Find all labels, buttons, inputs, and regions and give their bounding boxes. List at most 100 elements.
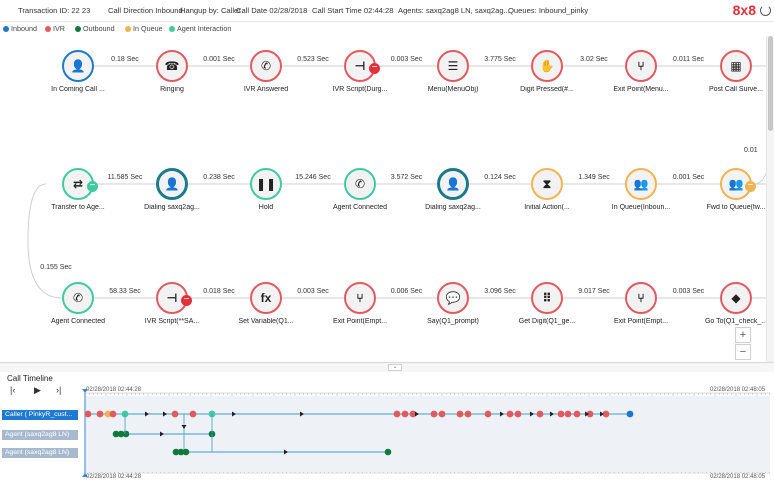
timeline-event-dot — [401, 410, 409, 418]
flow-node-label: Dialing saxq2ag... — [425, 204, 481, 211]
flow-node[interactable]: 👥 − — [720, 168, 756, 200]
flow-scroll-thumb[interactable] — [768, 36, 773, 131]
timeline-start-bottom: 02/28/2018 02:44:28 — [86, 474, 142, 480]
flow-node[interactable]: 👤 — [156, 168, 188, 200]
flow-edge-duration: 58.33 Sec — [109, 288, 141, 295]
flow-node-label: Exit Point(Empt... — [613, 318, 669, 325]
call-timeline[interactable]: 02/28/2018 02:44:28 02/28/2018 02:48:05 … — [0, 383, 774, 483]
flow-node[interactable]: ☎ — [156, 50, 188, 82]
flow-node[interactable]: 👥 — [625, 168, 657, 200]
flow-edge-duration: 0.238 Sec — [203, 174, 235, 181]
flow-node[interactable]: ❚❚ — [250, 168, 282, 200]
timeline-arrow — [284, 449, 288, 455]
collapse-chevron-icon[interactable]: ⌄ — [388, 364, 402, 371]
flow-edge-duration: 0.018 Sec — [203, 288, 235, 295]
timeline-first-button[interactable]: |‹ — [10, 385, 16, 395]
queues-list: Queues: Inbound_pinky — [508, 6, 589, 15]
flow-node[interactable]: ◆ — [720, 282, 752, 314]
hand-dial-icon: ✋ — [539, 59, 555, 73]
flow-node[interactable]: 💬 — [437, 282, 469, 314]
flow-node[interactable]: ⊣ − — [344, 50, 380, 82]
timeline-arrow — [585, 411, 589, 417]
call-start-time: Call Start Time 02:44:28 — [312, 6, 394, 15]
timeline-event-dot — [484, 410, 492, 418]
flow-node[interactable]: ✆ — [344, 168, 376, 200]
timeline-play-button[interactable]: ▶ — [34, 385, 41, 395]
timeline-event-dot — [96, 410, 104, 418]
timeline-arrow — [232, 411, 236, 417]
flow-connector — [27, 183, 63, 299]
collapse-node-icon[interactable]: − — [745, 181, 756, 192]
menu-icon: ☰ — [447, 59, 459, 73]
flow-node[interactable]: ⑂ — [344, 282, 376, 314]
timeline-row-agent-1[interactable]: Agent (saxq2ag8 LN) — [2, 430, 78, 440]
legend-dot-icon — [3, 25, 9, 32]
flow-node-label: Agent Connected — [332, 204, 388, 211]
hourglass-icon: ⧗ — [542, 177, 552, 191]
timeline-event-dot — [409, 410, 417, 418]
timeline-cursor-head — [82, 389, 88, 393]
timeline-arrow — [530, 411, 534, 417]
timeline-arrow — [300, 411, 304, 417]
flow-node[interactable]: ✆ — [62, 282, 94, 314]
refresh-icon[interactable] — [760, 5, 771, 16]
flow-edge-duration: 9.017 Sec — [578, 288, 610, 295]
timeline-row-caller[interactable]: Caller ( PinkyR_cust... — [2, 410, 78, 420]
timeline-event-dot — [557, 410, 565, 418]
flow-node[interactable]: 👤 — [62, 50, 94, 82]
timeline-event-dot — [573, 410, 581, 418]
collapse-node-icon[interactable]: − — [181, 295, 192, 306]
timeline-row-agent-2[interactable]: Agent (saxq2ag8 LN) — [2, 448, 78, 458]
flow-node[interactable]: ✆ — [250, 50, 282, 82]
phone-connected-icon: ✆ — [354, 177, 366, 191]
flow-connector-duration: 0.01 — [744, 147, 758, 154]
flow-node-label: Say(Q1_prompt) — [427, 318, 479, 325]
flow-node[interactable]: ⠿ — [531, 282, 563, 314]
timeline-event-dot — [182, 448, 190, 456]
collapse-node-icon[interactable]: − — [87, 181, 98, 192]
flow-node[interactable]: ⑂ — [625, 50, 657, 82]
script-branch-icon: ⊣ — [166, 291, 178, 305]
flow-node[interactable]: ✋ — [531, 50, 563, 82]
pause-icon: ❚❚ — [255, 177, 277, 191]
transaction-id: Transaction ID: 22 23 — [18, 6, 91, 15]
timeline-event-dot — [506, 410, 514, 418]
timeline-arrow — [415, 411, 419, 417]
call-date: Call Date 02/28/2018 — [236, 6, 308, 15]
panel-splitter[interactable]: ⌄ — [0, 362, 774, 372]
flow-node-label: Exit Point(Menu... — [613, 86, 669, 93]
flow-node[interactable]: ⑂ — [625, 282, 657, 314]
flow-edge-duration: 0.003 Sec — [297, 288, 329, 295]
collapse-node-icon[interactable]: − — [369, 63, 380, 74]
flow-node[interactable]: ☰ — [437, 50, 469, 82]
legend-inbound: Inbound — [3, 24, 37, 33]
flow-node[interactable]: fx — [250, 282, 282, 314]
flow-scrollbar[interactable] — [766, 36, 774, 362]
flow-node[interactable]: ⊣ − — [156, 282, 192, 314]
timeline-event-dot — [384, 448, 392, 456]
hangup-by: Hangup by: Caller — [180, 6, 241, 15]
legend-in-queue: In Queue — [125, 24, 163, 33]
timeline-event-dot — [456, 410, 464, 418]
flow-node[interactable]: ▦ — [720, 50, 752, 82]
call-flow-canvas[interactable]: 👤 In Coming Call ... ☎ Ringing ✆ IVR Answered… — [0, 36, 766, 362]
flow-node-label: IVR Answered — [243, 86, 289, 93]
timeline-last-button[interactable]: ›| — [56, 385, 62, 395]
keypad-icon: ⠿ — [542, 291, 552, 305]
timeline-event-dot — [626, 410, 634, 418]
flow-node[interactable]: 👤 — [437, 168, 469, 200]
flow-node-label: IVR Script(Durg... — [332, 86, 388, 93]
flow-edge-duration: 0.124 Sec — [484, 174, 516, 181]
flow-node[interactable]: ⧗ — [531, 168, 563, 200]
flow-node[interactable]: ⇄ − — [62, 168, 98, 200]
legend-dot-icon — [75, 25, 81, 32]
flow-node-label: IVR Script(**SA... — [144, 318, 200, 325]
zoom-out-button[interactable]: − — [735, 344, 751, 360]
person-icon: 👤 — [70, 59, 86, 73]
timeline-event-dot — [602, 410, 610, 418]
zoom-in-button[interactable]: + — [735, 327, 751, 343]
timeline-event-dot — [514, 410, 522, 418]
timeline-event-dot — [536, 410, 544, 418]
timeline-start-top: 02/28/2018 02:44:28 — [86, 387, 142, 393]
flow-edge-duration: 0.003 Sec — [390, 56, 423, 63]
